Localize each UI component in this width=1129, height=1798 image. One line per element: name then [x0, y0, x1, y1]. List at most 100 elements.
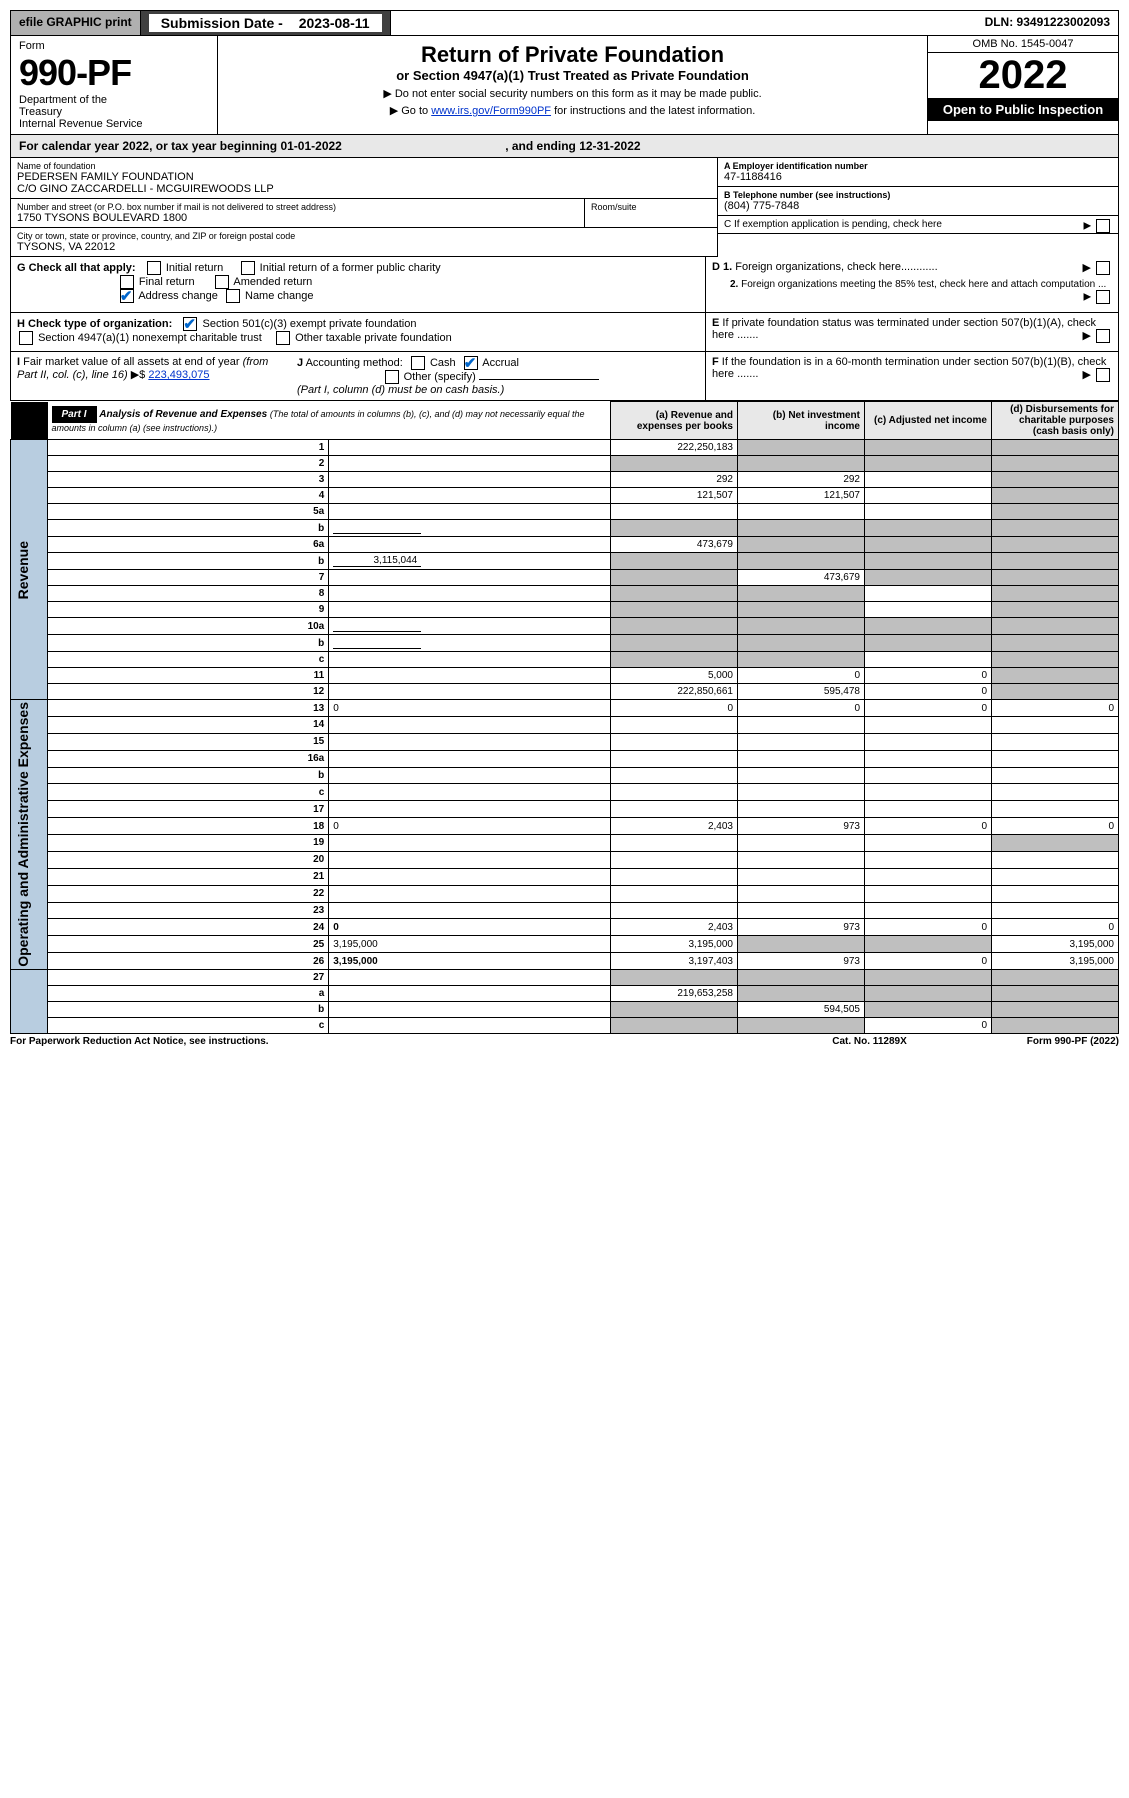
- row-desc: 3,115,044: [329, 553, 611, 570]
- table-row: b594,505: [11, 1001, 1119, 1017]
- row-desc: [329, 1001, 611, 1017]
- cell-a: [611, 868, 738, 885]
- cell-b: [738, 784, 865, 801]
- cell-b: [738, 618, 865, 635]
- row-num: 6a: [47, 537, 329, 553]
- section-g: G Check all that apply: Initial return I…: [11, 257, 706, 312]
- checkbox-501c3[interactable]: [183, 317, 197, 331]
- cell-b: 121,507: [738, 488, 865, 504]
- row-num: b: [47, 520, 329, 537]
- checkbox-other-taxable[interactable]: [276, 331, 290, 345]
- section-d: D 1. Foreign organizations, check here..…: [706, 257, 1118, 312]
- city-state-zip: City or town, state or province, country…: [11, 228, 717, 257]
- row-num: 1: [47, 440, 329, 456]
- checkbox-address-change[interactable]: [120, 289, 134, 303]
- cell-a: 222,850,661: [611, 684, 738, 700]
- table-row: 22: [11, 885, 1119, 902]
- row-num: 23: [47, 902, 329, 919]
- row-desc: [329, 520, 611, 537]
- cell-c: [865, 733, 992, 750]
- cell-b: [738, 635, 865, 652]
- cell-c: 0: [865, 919, 992, 936]
- table-row: 2402,40397300: [11, 919, 1119, 936]
- fmv-link[interactable]: 223,493,075: [148, 369, 209, 381]
- cell-d: 3,195,000: [992, 953, 1119, 970]
- foundation-name: Name of foundation PEDERSEN FAMILY FOUND…: [11, 158, 717, 199]
- row-num: 13: [47, 700, 329, 717]
- efile-print-button[interactable]: efile GRAPHIC print: [11, 11, 141, 35]
- row-desc: [329, 472, 611, 488]
- cell-a: [611, 1001, 738, 1017]
- top-bar: efile GRAPHIC print Submission Date - 20…: [10, 10, 1119, 36]
- cell-c: [865, 586, 992, 602]
- table-row: 7473,679: [11, 570, 1119, 586]
- cell-d: [992, 520, 1119, 537]
- cell-c: [865, 488, 992, 504]
- row-desc: 0: [329, 919, 611, 936]
- row-num: 19: [47, 835, 329, 852]
- cell-d: [992, 504, 1119, 520]
- cell-b: 973: [738, 953, 865, 970]
- row-num: 4: [47, 488, 329, 504]
- table-row: 21: [11, 868, 1119, 885]
- row-desc: [329, 586, 611, 602]
- table-row: 2: [11, 456, 1119, 472]
- cell-c: [865, 472, 992, 488]
- cell-b: 473,679: [738, 570, 865, 586]
- cell-b: [738, 553, 865, 570]
- cell-a: [611, 851, 738, 868]
- cell-d: [992, 602, 1119, 618]
- cell-a: [611, 570, 738, 586]
- row-num: 10a: [47, 618, 329, 635]
- row-num: 27: [47, 969, 329, 985]
- cell-a: [611, 750, 738, 767]
- row-desc: [329, 456, 611, 472]
- row-num: 21: [47, 868, 329, 885]
- section-i-j: I Fair market value of all assets at end…: [11, 352, 706, 400]
- checkbox-accrual[interactable]: [464, 356, 478, 370]
- cell-b: [738, 440, 865, 456]
- cell-d: [992, 767, 1119, 784]
- cell-a: [611, 618, 738, 635]
- cell-b: [738, 717, 865, 734]
- form990pf-link[interactable]: www.irs.gov/Form990PF: [431, 105, 551, 117]
- checkbox-initial-return-former[interactable]: [241, 261, 255, 275]
- checkbox-other-method[interactable]: [385, 370, 399, 384]
- checkbox-initial-return[interactable]: [147, 261, 161, 275]
- cell-a: 219,653,258: [611, 985, 738, 1001]
- cell-c: [865, 902, 992, 919]
- cell-a: [611, 504, 738, 520]
- checkbox-amended-return[interactable]: [215, 275, 229, 289]
- cell-a: [611, 520, 738, 537]
- table-row: 27: [11, 969, 1119, 985]
- cell-d: [992, 488, 1119, 504]
- cell-c: [865, 851, 992, 868]
- row-desc: [329, 1017, 611, 1033]
- cell-c: [865, 504, 992, 520]
- cell-c: 0: [865, 818, 992, 835]
- cell-d: [992, 570, 1119, 586]
- cell-c: [865, 784, 992, 801]
- cell-c: [865, 652, 992, 668]
- cell-d: [992, 652, 1119, 668]
- dln: DLN: 93491223002093: [977, 11, 1118, 35]
- row-desc: [329, 618, 611, 635]
- checkbox-name-change[interactable]: [226, 289, 240, 303]
- cell-c: [865, 835, 992, 852]
- cell-a: 3,195,000: [611, 936, 738, 953]
- checkbox-4947a1[interactable]: [19, 331, 33, 345]
- cell-d: [992, 969, 1119, 985]
- cell-b: [738, 1017, 865, 1033]
- cell-d: [992, 553, 1119, 570]
- cell-c: 0: [865, 684, 992, 700]
- cell-b: [738, 851, 865, 868]
- checkbox-cash[interactable]: [411, 356, 425, 370]
- cell-b: [738, 969, 865, 985]
- row-num: 22: [47, 885, 329, 902]
- row-num: c: [47, 652, 329, 668]
- table-row: 3292292: [11, 472, 1119, 488]
- row-desc: [329, 635, 611, 652]
- table-row: 16a: [11, 750, 1119, 767]
- paperwork-notice: For Paperwork Reduction Act Notice, see …: [10, 1036, 269, 1047]
- row-num: b: [47, 767, 329, 784]
